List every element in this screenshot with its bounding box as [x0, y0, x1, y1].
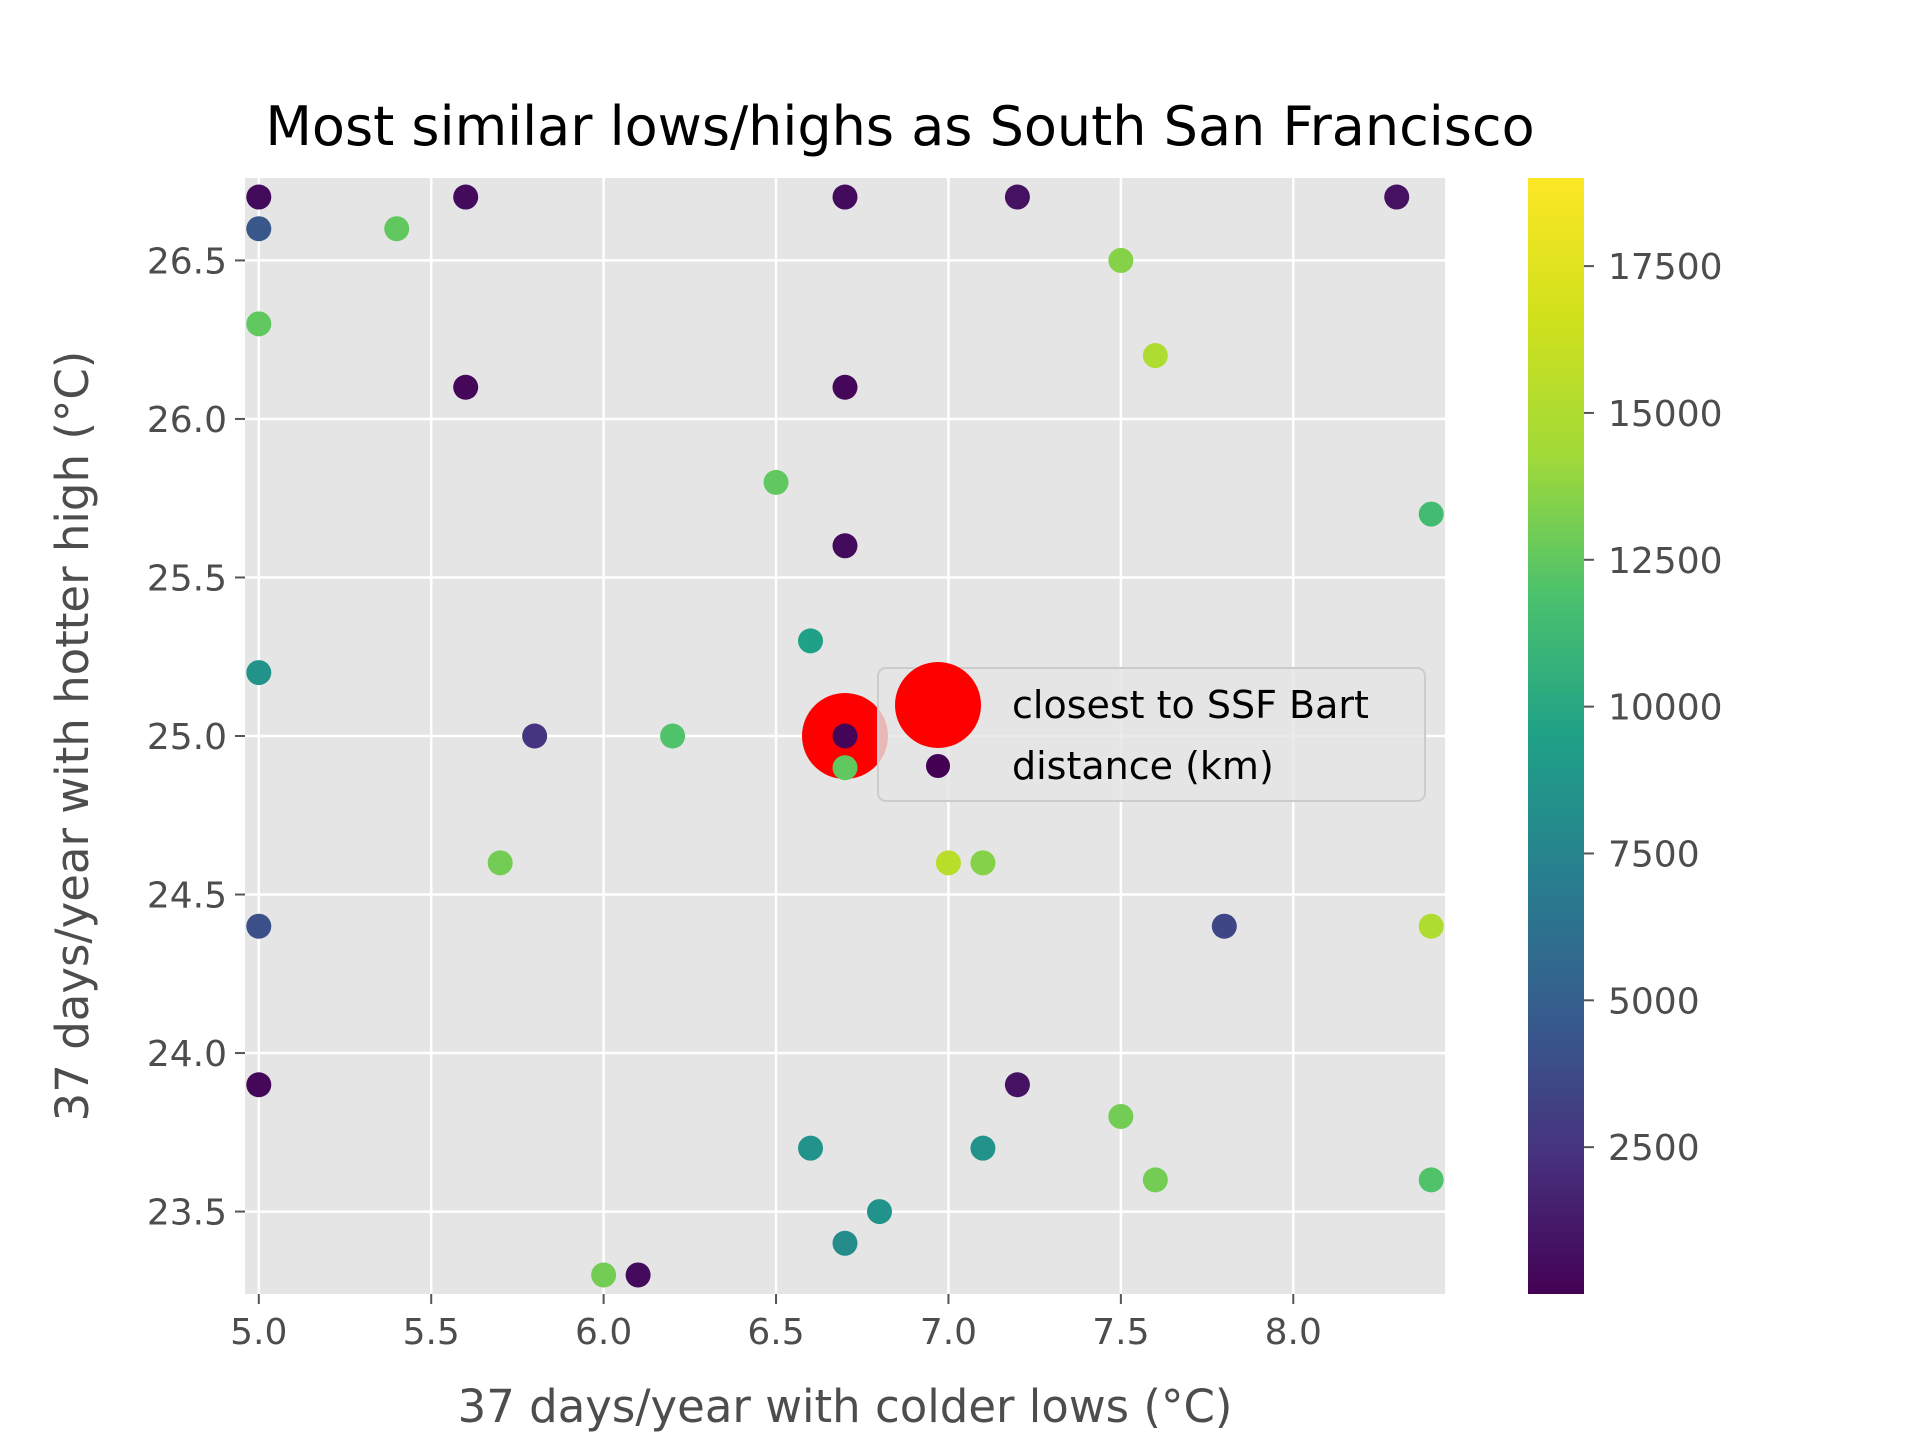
scatter-point [1142, 343, 1168, 369]
data-points [246, 184, 1444, 1288]
scatter-point [1142, 1167, 1168, 1193]
x-tick-label: 5.0 [230, 1312, 287, 1353]
scatter-point [832, 755, 858, 781]
y-tick-label: 24.5 [147, 876, 227, 917]
colorbar-tick-label: 2500 [1608, 1128, 1700, 1169]
legend-entry-distance: distance (km) [1012, 744, 1274, 788]
scatter-point [453, 184, 479, 210]
scatter-point [591, 1262, 617, 1288]
scatter-point [1418, 913, 1444, 939]
scatter-point [660, 723, 686, 749]
scatter-point [832, 184, 858, 210]
x-tick-label: 7.0 [920, 1312, 977, 1353]
scatter-point [970, 1135, 996, 1161]
scatter-point [246, 184, 272, 210]
y-tick-label: 26.0 [147, 400, 227, 441]
legend-marker-distance [926, 754, 950, 778]
scatter-point [453, 374, 479, 400]
chart-title: Most similar lows/highs as South San Fra… [265, 95, 1534, 158]
y-axis-ticks: 23.5 24.0 24.5 25.0 25.5 26.0 26.5 [147, 241, 245, 1234]
scatter-point [1418, 501, 1444, 527]
scatter-point [970, 850, 996, 876]
x-tick-label: 5.5 [403, 1312, 460, 1353]
colorbar-bar [1528, 178, 1584, 1294]
scatter-point [1004, 1072, 1030, 1098]
scatter-point [1004, 184, 1030, 210]
y-axis-label: 37 days/year with hotter high (°C) [46, 351, 99, 1122]
scatter-point [246, 311, 272, 337]
y-tick-label: 24.0 [147, 1034, 227, 1075]
y-tick-label: 23.5 [147, 1193, 227, 1234]
legend-marker-highlight [895, 662, 981, 748]
scatter-point [798, 628, 824, 654]
colorbar-ticks: 2500 5000 7500 10000 12500 15000 17500 [1584, 247, 1723, 1169]
scatter-point [763, 469, 789, 495]
scatter-point [1211, 913, 1237, 939]
y-tick-label: 25.0 [147, 717, 227, 758]
scatter-point [246, 1072, 272, 1098]
scatter-point [832, 374, 858, 400]
colorbar-tick-label: 7500 [1608, 834, 1700, 875]
scatter-point [625, 1262, 651, 1288]
scatter-point [798, 1135, 824, 1161]
legend-frame [877, 667, 1426, 802]
y-tick-label: 25.5 [147, 558, 227, 599]
colorbar-tick-label: 17500 [1608, 247, 1723, 288]
x-tick-label: 6.5 [747, 1312, 804, 1353]
x-axis-ticks: 5.0 5.5 6.0 6.5 7.0 7.5 8.0 [230, 1294, 1322, 1353]
colorbar: 2500 5000 7500 10000 12500 15000 17500 [1528, 178, 1723, 1294]
scatter-point [1418, 1167, 1444, 1193]
scatter-point [1108, 1103, 1134, 1129]
scatter-point [935, 850, 961, 876]
scatter-point [246, 660, 272, 686]
legend-entry-highlight: closest to SSF Bart [1012, 683, 1369, 727]
y-tick-label: 26.5 [147, 241, 227, 282]
scatter-point [832, 533, 858, 559]
x-tick-label: 6.0 [575, 1312, 632, 1353]
colorbar-tick-label: 5000 [1608, 981, 1700, 1022]
scatter-point [246, 216, 272, 242]
scatter-point [1108, 247, 1134, 273]
scatter-point [832, 723, 858, 749]
x-tick-label: 7.5 [1092, 1312, 1149, 1353]
x-tick-label: 8.0 [1265, 1312, 1322, 1353]
scatter-point [487, 850, 513, 876]
colorbar-tick-label: 15000 [1608, 394, 1723, 435]
scatter-point [522, 723, 548, 749]
scatter-point [1384, 184, 1410, 210]
scatter-point [246, 913, 272, 939]
legend: closest to SSF Bart distance (km) [877, 662, 1426, 802]
scatter-point [384, 216, 410, 242]
colorbar-tick-label: 10000 [1608, 688, 1723, 729]
colorbar-tick-label: 12500 [1608, 541, 1723, 582]
scatter-point [866, 1199, 892, 1225]
x-axis-label: 37 days/year with colder lows (°C) [458, 1380, 1233, 1433]
scatter-point [832, 1230, 858, 1256]
